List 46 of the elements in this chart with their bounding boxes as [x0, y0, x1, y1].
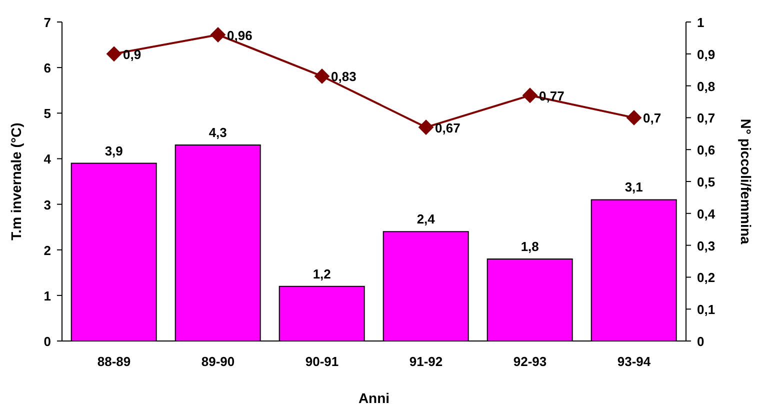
point [106, 46, 122, 62]
y-tick-label: 2 [44, 242, 51, 258]
y-tick-label: 3 [44, 197, 51, 212]
y-tick-label: 4 [44, 152, 52, 167]
data-label: 0,9 [123, 46, 142, 62]
y2-tick-label: 1 [697, 15, 704, 30]
data-label: 1,2 [312, 266, 331, 282]
data-label: 0,77 [539, 88, 564, 104]
y-tick-label: 1 [44, 288, 51, 304]
y2-tick-label: 0 [697, 334, 704, 349]
y2-tick-label: 0,3 [697, 238, 716, 254]
data-label: 0,7 [643, 110, 662, 126]
data-label: 4,3 [208, 125, 227, 140]
x-tick-label: 89-90 [201, 354, 235, 370]
point [210, 27, 226, 42]
y2-axis-title: N° piccoli/femmina [738, 118, 754, 244]
y2-tick-label: 0,9 [697, 46, 716, 62]
y2-tick-label: 0,1 [697, 302, 716, 318]
data-label: 0,67 [435, 120, 460, 136]
point [626, 110, 642, 126]
y-tick-label: 5 [44, 106, 51, 122]
point [418, 120, 434, 135]
y2-tick-label: 0,5 [697, 174, 716, 190]
y2-tick-label: 0,7 [697, 110, 716, 126]
data-label: 0,83 [331, 69, 356, 84]
y-tick-label: 7 [44, 15, 51, 30]
y-tick-label: 6 [44, 60, 51, 76]
point [314, 68, 330, 84]
data-label: 0,96 [227, 28, 252, 43]
x-tick-label: 90-91 [305, 354, 339, 370]
y2-tick-label: 0,6 [697, 142, 716, 158]
y-tick-label: 0 [44, 334, 51, 349]
point [522, 88, 538, 103]
y-axis-title: T.m invernale (°C) [8, 122, 24, 240]
x-axis-title: Anni [358, 390, 390, 406]
data-label: 2,4 [416, 212, 436, 227]
data-label: 3,9 [104, 143, 123, 158]
x-tick-label: 93-94 [617, 354, 652, 370]
x-tick-label: 88-89 [97, 354, 131, 370]
x-tick-label: 92-93 [513, 354, 547, 370]
y2-tick-label: 0,8 [697, 78, 716, 94]
data-label: 1,8 [520, 238, 539, 254]
x-tick-label: 91-92 [409, 354, 443, 370]
y2-tick-label: 0,2 [697, 270, 716, 286]
y2-tick-label: 0,4 [697, 206, 716, 222]
data-label: 3,1 [624, 180, 643, 195]
